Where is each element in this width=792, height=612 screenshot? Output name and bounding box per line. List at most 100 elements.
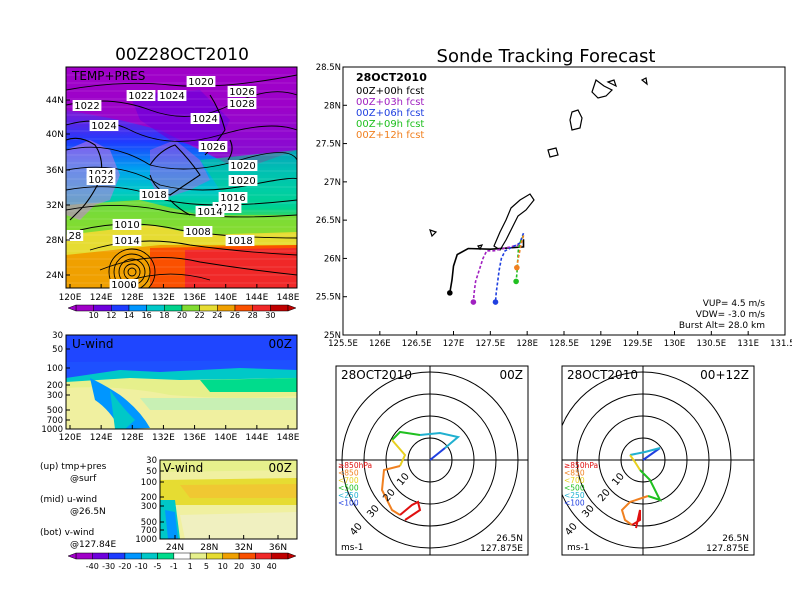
tracking-x-tick: 129E: [590, 339, 612, 349]
tracking-series: [447, 232, 525, 305]
y-tick-label: 100: [141, 478, 157, 488]
colorbar-swatch: [157, 552, 175, 560]
isobar-label: 1000: [111, 280, 136, 291]
u-wind-field: [66, 335, 297, 429]
x-tick-label: 140E: [214, 293, 237, 303]
colorbar-label: -1: [170, 562, 178, 571]
colorbar-swatch: [92, 552, 109, 560]
map-panel-label: TEMP+PRES: [71, 69, 145, 83]
colorbar-swatch: [189, 552, 207, 560]
x-tick-label: 120E: [59, 433, 82, 443]
colorbar-label: -5: [154, 562, 162, 571]
tracking-y-tick: 26.5N: [316, 216, 341, 226]
x-tick-label: 120E: [59, 293, 82, 303]
hodograph-00z: 28OCT2010 00Z 10 20 30 40 ≥850hPa<850<70…: [335, 365, 529, 556]
isobar-label: 1018: [227, 236, 252, 247]
tracking-coastline: [429, 77, 648, 251]
map-y-ticks: 44N 40N 36N 32N 28N 24N: [46, 96, 70, 281]
y-tick-label: 300: [141, 502, 157, 512]
colorbar-swatch: [108, 552, 126, 560]
x-tick-label: 144E: [245, 433, 268, 443]
isobar-label: 1020: [188, 77, 213, 88]
y-tick-label: 500: [47, 406, 63, 416]
hodo2-time: 00+12Z: [700, 368, 749, 382]
hodo-level-label: ≥850hPa: [564, 461, 598, 470]
hodo2-units: ms-1: [567, 543, 589, 553]
hodo-level-label: <700: [338, 476, 359, 485]
colorbar-label: -40: [86, 562, 99, 571]
tracking-x-tick: 126E: [369, 339, 391, 349]
y-tick-label: 700: [47, 416, 63, 426]
x-tick-label: 140E: [214, 433, 237, 443]
tracking-y-tick: 25N: [324, 331, 341, 341]
hodo1-lat: 26.5N: [496, 534, 523, 544]
tracking-x-tick: 131E: [737, 339, 759, 349]
track-series-2: [494, 232, 525, 303]
track-landing-point: [492, 299, 499, 305]
tracking-date: 28OCT2010: [356, 71, 427, 84]
hodograph-00-12z: 28OCT2010 00+12Z 10 20 30 40 ≥850hPa<850…: [561, 365, 755, 556]
colorbar-swatch: [206, 552, 224, 560]
colorbar-swatch: [238, 552, 256, 560]
x-tick-label: 148E: [277, 293, 300, 303]
hodo-level-label: <100: [564, 499, 585, 508]
info-vdw: VDW= -3.0 m/s: [696, 310, 766, 320]
tracking-y-tick: 27N: [324, 178, 341, 188]
colorbar-swatch: [173, 552, 191, 560]
track-landing-point: [514, 264, 520, 271]
hodo1-lon: 127.875E: [480, 544, 523, 554]
hodo1-units: ms-1: [341, 543, 363, 553]
x-tick-label: 124E: [90, 433, 113, 443]
isobar-label: 1024: [159, 91, 184, 102]
colorbar-label: 40: [267, 562, 277, 571]
note-up-1: (up) tmp+pres: [40, 462, 107, 472]
colorbar-label: 18: [159, 311, 169, 320]
isobar-label: 1010: [114, 220, 139, 231]
isobar-label: 1026: [200, 142, 225, 153]
y-tick-label: 44N: [46, 96, 64, 106]
colorbar-label: 14: [124, 311, 134, 320]
y-tick-label: 50: [146, 467, 157, 477]
isobar-label: 1024: [91, 121, 116, 132]
wind-colorbar: -40 -30 -20 -10 -5 -1 1 5 10 20 30 40: [67, 552, 297, 571]
colorbar-label: 12: [106, 311, 116, 320]
note-bot-2: @127.84E: [70, 540, 116, 550]
v-wind-x-ticks: 24N 28N 32N 36N: [166, 535, 287, 553]
isobar-label: 1014: [114, 236, 139, 247]
hodo-level-label: <850: [564, 469, 585, 478]
y-tick-label: 200: [47, 381, 63, 391]
tracking-y-tick: 28N: [324, 101, 341, 111]
hodo2-date: 28OCT2010: [567, 368, 638, 382]
x-tick-label: 144E: [245, 293, 268, 303]
u-wind-x-ticks: 120E 124E 128E 132E 136E 140E 144E 148E: [59, 425, 300, 443]
info-burst: Burst Alt= 28.0 km: [679, 321, 765, 331]
map-title: 00Z28OCT2010: [115, 45, 249, 65]
panel-notes: (up) tmp+pres @surf (mid) u-wind @26.5N …: [40, 462, 116, 550]
x-tick-label: 132E: [152, 433, 175, 443]
colorbar-label: 26: [230, 311, 240, 320]
tracking-x-tick: 130E: [664, 339, 686, 349]
isobar-label: 1014: [197, 207, 222, 218]
colorbar-label: 28: [248, 311, 258, 320]
tracking-x-tick: 128.5E: [549, 339, 579, 349]
y-tick-label: 28N: [46, 236, 64, 246]
isobar-labels: 1020102210241026102210281024102410261024…: [66, 76, 258, 291]
temperature-field: [66, 67, 297, 288]
y-tick-label: 700: [141, 526, 157, 536]
hodo-level-label: <850: [338, 469, 359, 478]
y-tick-label: 100: [47, 364, 63, 374]
isobar-label: 1020: [230, 161, 255, 172]
tracking-legend-entry: 00Z+06h fcst: [356, 108, 424, 119]
isobar-label: 1024: [192, 114, 217, 125]
tracking-ticks: 125.5E 126E 126.5E 127E 127.5E 128E 128.5E 129E…: [316, 63, 792, 349]
note-up-2: @surf: [70, 474, 97, 484]
v-wind-field: [160, 460, 297, 539]
hodo-level-label: <500: [564, 484, 585, 493]
map-x-ticks: 120E 124E 128E 132E 136E 140E 144E 148E: [59, 284, 300, 303]
y-tick-label: 40N: [46, 130, 64, 140]
colorbar-label: 30: [265, 311, 275, 320]
colorbar-swatch: [271, 552, 289, 560]
isobar-label: 1028: [229, 99, 254, 110]
